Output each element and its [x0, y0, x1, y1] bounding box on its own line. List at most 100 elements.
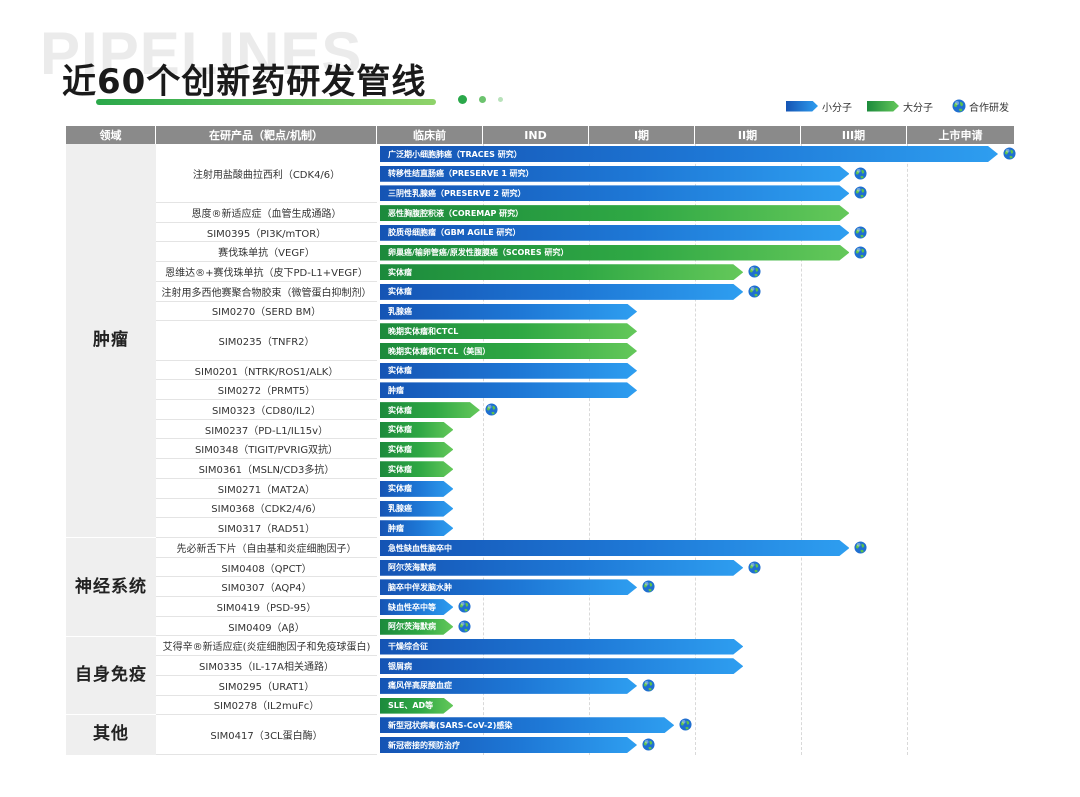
- domain-name-line: 免疫: [111, 665, 147, 686]
- pipeline-bar: 干燥综合征: [380, 639, 743, 655]
- column-header-p3: III期: [801, 126, 906, 144]
- pipeline-bar: 卵巢癌/输卵管癌/原发性腹膜癌（SCORES 研究）: [380, 245, 849, 261]
- indication-label: 乳腺癌: [388, 504, 412, 514]
- indication-label: 实体瘤: [388, 405, 412, 415]
- indication-label: 脑卒中伴发脑水肿: [388, 582, 452, 592]
- indication-label: 肿瘤: [388, 523, 404, 533]
- pipeline-bar: 脑卒中伴发脑水肿: [380, 579, 637, 595]
- pipeline-bar: 乳腺癌: [380, 304, 637, 320]
- pipeline-bar: 三阴性乳腺癌（PRESERVE 2 研究）: [380, 185, 849, 201]
- pipeline-bar: 银屑病: [380, 658, 743, 674]
- legend-large-molecule: 大分子: [867, 98, 933, 114]
- indication-label: 广泛期小细胞肺癌（TRACES 研究）: [388, 149, 522, 159]
- stage-gridline: [695, 144, 696, 755]
- globe-icon: [952, 99, 966, 113]
- partner-globe-icon: [679, 718, 692, 731]
- indication-label: 实体瘤: [388, 445, 412, 454]
- pipeline-bar: 新冠密接的预防治疗: [380, 737, 637, 753]
- partner-globe-icon: [642, 679, 655, 692]
- product-cell: SIM0271（MAT2A）: [156, 479, 377, 499]
- indication-label: 实体瘤: [388, 484, 412, 494]
- indication-label: 实体瘤: [388, 366, 412, 376]
- product-cell: SIM0335（IL-17A相关通路）: [156, 656, 377, 676]
- product-cell: SIM0361（MSLN/CD3多抗）: [156, 459, 377, 479]
- product-cell: 先必新舌下片（自由基和炎症细胞因子）: [156, 538, 377, 558]
- column-header-product: 在研产品（靶点/机制）: [156, 126, 376, 144]
- pipeline-bar: 胶质母细胞瘤（GBM AGILE 研究）: [380, 225, 849, 241]
- domain-cell: 其他: [66, 715, 156, 755]
- product-cell: SIM0323（CD80/IL2）: [156, 400, 377, 420]
- domain-cell: 肿瘤: [66, 144, 156, 538]
- partner-globe-icon: [748, 561, 761, 574]
- indication-label: 阿尔茨海默病: [388, 622, 436, 632]
- pipeline-bar: 缺血性卒中等: [380, 599, 453, 615]
- pipeline-bar: 广泛期小细胞肺癌（TRACES 研究）: [380, 146, 998, 162]
- indication-label: 乳腺癌: [388, 307, 412, 317]
- indication-label: 实体瘤: [388, 267, 412, 277]
- pipeline-bar: 肿瘤: [380, 382, 637, 398]
- indication-label: 胶质母细胞瘤（GBM AGILE 研究）: [388, 228, 521, 238]
- partner-globe-icon: [748, 265, 761, 278]
- stage-gridline: [907, 144, 908, 755]
- product-cell: SIM0201（NTRK/ROS1/ALK）: [156, 361, 377, 381]
- product-cell: SIM0295（URAT1）: [156, 676, 377, 696]
- column-header-domain: 领域: [66, 126, 155, 144]
- pipeline-bar: 阿尔茨海默病: [380, 619, 453, 635]
- product-cell: SIM0235（TNFR2）: [156, 321, 377, 361]
- indication-label: 银屑病: [388, 661, 412, 671]
- legend-large-label: 大分子: [903, 102, 933, 114]
- product-cell: 恩度®新适应症（血管生成通路）: [156, 203, 377, 223]
- indication-label: 晚期实体瘤和CTCL: [388, 326, 459, 336]
- indication-label: 转移性结直肠癌（PRESERVE 1 研究）: [388, 169, 534, 179]
- pipeline-bar: 实体瘤: [380, 422, 453, 438]
- column-header-ind: IND: [483, 126, 588, 144]
- stage-gridline: [589, 144, 590, 755]
- pipeline-bar: 实体瘤: [380, 481, 453, 497]
- column-header-preclinical: 临床前: [377, 126, 482, 144]
- partner-globe-icon: [458, 600, 471, 613]
- product-cell: SIM0272（PRMT5）: [156, 380, 377, 401]
- partner-globe-icon: [642, 580, 655, 593]
- partner-globe-icon: [642, 738, 655, 751]
- product-cell: SIM0237（PD-L1/IL15v）: [156, 420, 377, 440]
- indication-label: 晚期实体瘤和CTCL（美国）: [388, 346, 491, 356]
- partner-globe-icon: [748, 285, 761, 298]
- product-cell: SIM0409（Aβ）: [156, 617, 377, 637]
- indication-label: 实体瘤: [388, 425, 412, 435]
- product-cell: 恩维达®+赛伐珠单抗（皮下PD-L1+VEGF）: [156, 262, 377, 282]
- domain-name-line: 肿瘤: [93, 330, 129, 351]
- product-cell: SIM0419（PSD-95）: [156, 597, 377, 617]
- indication-label: 实体瘤: [388, 464, 412, 474]
- domain-cell: 自身 免疫: [66, 636, 156, 716]
- pipeline-bar: 晚期实体瘤和CTCL: [380, 323, 637, 339]
- domain-name-line: 神经: [75, 576, 111, 597]
- pipeline-bar: 实体瘤: [380, 461, 453, 477]
- small-molecule-swatch: [786, 100, 818, 112]
- page-title: 近60个创新药研发管线: [62, 62, 427, 102]
- partner-globe-icon: [485, 403, 498, 416]
- indication-label: 三阴性乳腺癌（PRESERVE 2 研究）: [388, 188, 526, 198]
- product-cell: SIM0417（3CL蛋白酶）: [156, 715, 377, 755]
- pipeline-bar: 阿尔茨海默病: [380, 560, 743, 576]
- pipeline-bar: 实体瘤: [380, 442, 453, 458]
- pipeline-bar: SLE、AD等: [380, 698, 453, 714]
- partner-globe-icon: [854, 541, 867, 554]
- partner-globe-icon: [854, 186, 867, 199]
- product-cell: SIM0408（QPCT）: [156, 558, 377, 578]
- product-cell: SIM0395（PI3K/mTOR）: [156, 223, 377, 243]
- legend-partner: 合作研发: [952, 98, 1009, 114]
- product-cell: SIM0348（TIGIT/PVRIG双抗）: [156, 440, 377, 460]
- partner-globe-icon: [854, 245, 867, 259]
- stage-gridline: [483, 144, 484, 755]
- pipeline-bar: 实体瘤: [380, 264, 743, 280]
- column-header-p2: II期: [695, 126, 800, 144]
- indication-label: 卵巢癌/输卵管癌/原发性腹膜癌（SCORES 研究）: [388, 248, 569, 257]
- column-header-nda: 上市申请: [907, 126, 1014, 144]
- product-cell: SIM0270（SERD BM）: [156, 302, 377, 322]
- legend-small-molecule: 小分子: [786, 98, 852, 114]
- product-cell: SIM0307（AQP4）: [156, 577, 377, 598]
- partner-globe-icon: [854, 226, 867, 239]
- partner-globe-icon: [854, 167, 867, 180]
- product-cell: SIM0317（RAD51）: [156, 518, 377, 538]
- indication-label: 阿尔茨海默病: [388, 563, 436, 573]
